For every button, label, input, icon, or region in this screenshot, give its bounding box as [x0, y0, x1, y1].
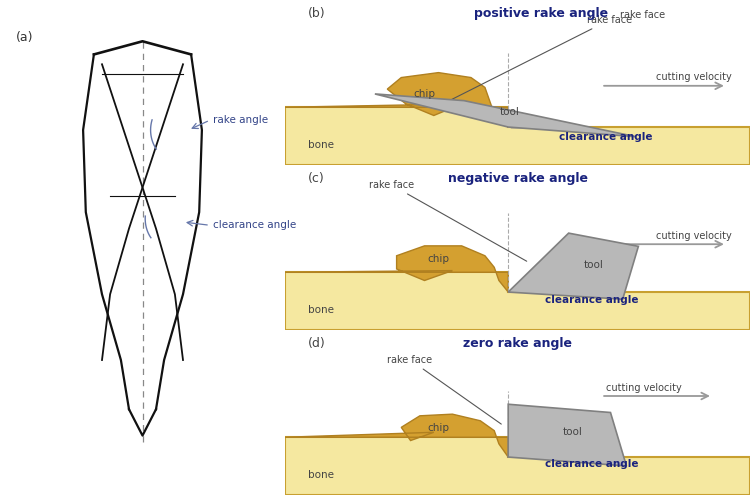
Text: tool: tool	[562, 427, 583, 437]
Polygon shape	[509, 233, 638, 299]
Text: (b): (b)	[308, 6, 326, 20]
Text: clearance angle: clearance angle	[545, 296, 639, 306]
Text: rake face: rake face	[448, 15, 632, 101]
Text: rake angle: rake angle	[213, 115, 268, 125]
Text: chip: chip	[427, 422, 449, 432]
Text: clearance angle: clearance angle	[560, 132, 652, 142]
Text: cutting velocity: cutting velocity	[656, 72, 731, 83]
Text: tool: tool	[584, 260, 604, 270]
Polygon shape	[285, 108, 750, 165]
Polygon shape	[375, 94, 635, 136]
Polygon shape	[285, 272, 750, 330]
Text: chip: chip	[427, 254, 449, 264]
Text: clearance angle: clearance angle	[545, 458, 639, 468]
Text: (d): (d)	[308, 336, 326, 349]
Text: cutting velocity: cutting velocity	[656, 231, 731, 241]
Text: (c): (c)	[308, 172, 325, 184]
Text: rake face: rake face	[369, 180, 526, 261]
Polygon shape	[285, 437, 750, 495]
Text: positive rake angle: positive rake angle	[474, 6, 608, 20]
Polygon shape	[509, 404, 626, 466]
Text: tool: tool	[500, 106, 520, 117]
Text: negative rake angle: negative rake angle	[448, 172, 587, 184]
Polygon shape	[285, 414, 508, 457]
Text: clearance angle: clearance angle	[213, 220, 296, 230]
Polygon shape	[285, 246, 508, 292]
Polygon shape	[285, 72, 508, 127]
Text: bone: bone	[308, 470, 334, 480]
Text: zero rake angle: zero rake angle	[463, 336, 572, 349]
Text: bone: bone	[308, 305, 334, 315]
Text: (a): (a)	[16, 32, 33, 44]
Text: cutting velocity: cutting velocity	[606, 382, 682, 392]
Text: rake face: rake face	[387, 354, 501, 424]
Text: bone: bone	[308, 140, 334, 150]
Text: rake face: rake face	[620, 10, 665, 20]
Text: chip: chip	[413, 90, 436, 100]
